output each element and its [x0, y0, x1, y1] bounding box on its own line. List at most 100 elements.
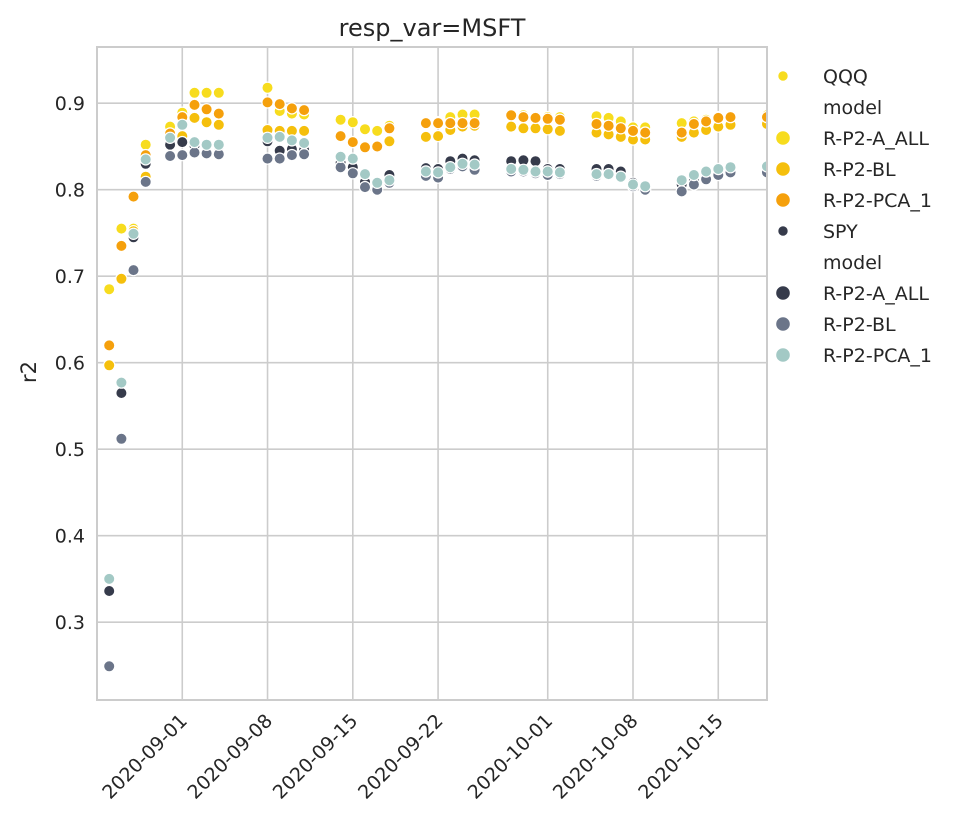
chart-title: resp_var=MSFT: [339, 14, 526, 42]
data-point: [505, 162, 518, 176]
data-point: [468, 116, 481, 130]
data-point: [176, 135, 189, 149]
data-point: [200, 103, 213, 116]
data-point: [115, 239, 128, 253]
data-point: [419, 116, 433, 130]
data-point: [188, 135, 201, 149]
data-point: [712, 162, 725, 176]
data-point: [687, 117, 701, 131]
data-point: [626, 178, 640, 191]
data-point: [529, 165, 542, 178]
legend-series-marker: [774, 161, 791, 178]
data-point: [200, 86, 213, 100]
y-tick-label: 0.6: [55, 353, 85, 375]
data-point: [468, 158, 481, 171]
data-point: [102, 339, 116, 352]
data-point: [200, 138, 213, 151]
x-tick-label: 2020-10-01: [464, 710, 558, 804]
y-tick-label: 0.8: [55, 180, 85, 202]
data-point: [383, 135, 396, 148]
data-point: [139, 175, 152, 189]
data-point: [115, 376, 128, 389]
data-point: [163, 131, 177, 144]
data-point: [590, 117, 603, 131]
data-point: [431, 129, 445, 143]
data-point: [102, 584, 116, 598]
legend-series-marker: [774, 347, 791, 364]
data-point: [383, 173, 396, 187]
data-point: [358, 180, 372, 194]
data-point: [139, 153, 152, 166]
data-point: [541, 112, 554, 126]
data-point: [115, 222, 128, 235]
data-point: [760, 160, 767, 173]
data-point: [102, 359, 116, 372]
data-point: [724, 160, 737, 174]
legend: QQQ model R-P2-A_ALL R-P2-BL R-P2-PCA_1 SPY mo…: [774, 66, 932, 367]
x-tick-label: 2020-09-15: [269, 710, 363, 804]
legend-series-label: R-P2-A_ALL: [823, 128, 929, 150]
y-tick-label: 0.7: [55, 266, 85, 288]
data-point: [614, 122, 628, 135]
data-point: [431, 116, 445, 130]
y-tick-label: 0.4: [55, 526, 85, 548]
data-point: [602, 167, 615, 181]
y-tick-labels: 0.3 0.4 0.5 0.6 0.7 0.8 0.9: [55, 93, 85, 634]
data-point: [346, 152, 359, 165]
data-point: [699, 115, 713, 128]
data-point: [444, 116, 457, 130]
data-point: [529, 122, 542, 135]
data-point: [456, 116, 469, 130]
data-point: [675, 173, 688, 187]
data-point: [334, 113, 347, 126]
legend-series-label: R-P2-A_ALL: [823, 283, 929, 305]
data-point: [188, 146, 201, 159]
legend-group-marker: [777, 70, 789, 82]
x-tick-label: 2020-10-15: [634, 710, 728, 804]
legend-group-label: QQQ: [823, 66, 868, 88]
data-point: [261, 81, 274, 94]
data-point: [419, 130, 433, 144]
data-point: [383, 122, 396, 135]
data-point: [115, 272, 128, 285]
data-point: [163, 149, 177, 163]
data-point: [358, 122, 372, 136]
data-point: [102, 660, 116, 673]
data-point: [273, 152, 286, 165]
data-point: [200, 115, 213, 129]
data-point: [675, 185, 688, 198]
legend-series-label: R-P2-PCA_1: [823, 345, 932, 367]
data-point: [505, 120, 518, 133]
data-point: [699, 165, 713, 178]
plot-border: [96, 46, 768, 701]
data-point: [419, 165, 433, 178]
legend-subtitle: model: [823, 252, 882, 274]
y-tick-label: 0.3: [55, 612, 85, 634]
axes-frame: [96, 46, 768, 701]
data-points: [102, 81, 767, 673]
legend-series-marker: [774, 192, 791, 209]
data-point: [212, 107, 225, 120]
data-point: [188, 98, 201, 112]
data-point: [176, 148, 189, 162]
data-point: [139, 138, 152, 151]
data-point: [675, 126, 688, 139]
data-point: [297, 103, 311, 117]
data-point: [639, 179, 652, 193]
data-point: [273, 130, 286, 144]
data-point: [553, 124, 567, 138]
data-point: [297, 136, 311, 150]
data-point: [176, 118, 189, 132]
data-point: [346, 115, 359, 129]
data-point: [212, 86, 225, 100]
data-point: [371, 176, 384, 189]
legend-subtitle: model: [823, 97, 882, 119]
data-point: [626, 124, 640, 138]
data-point: [541, 165, 554, 178]
data-point: [346, 135, 359, 149]
x-tick-label: 2020-10-08: [549, 710, 643, 804]
data-point: [273, 97, 286, 111]
data-point: [285, 102, 299, 115]
y-tick-label: 0.9: [55, 93, 85, 115]
